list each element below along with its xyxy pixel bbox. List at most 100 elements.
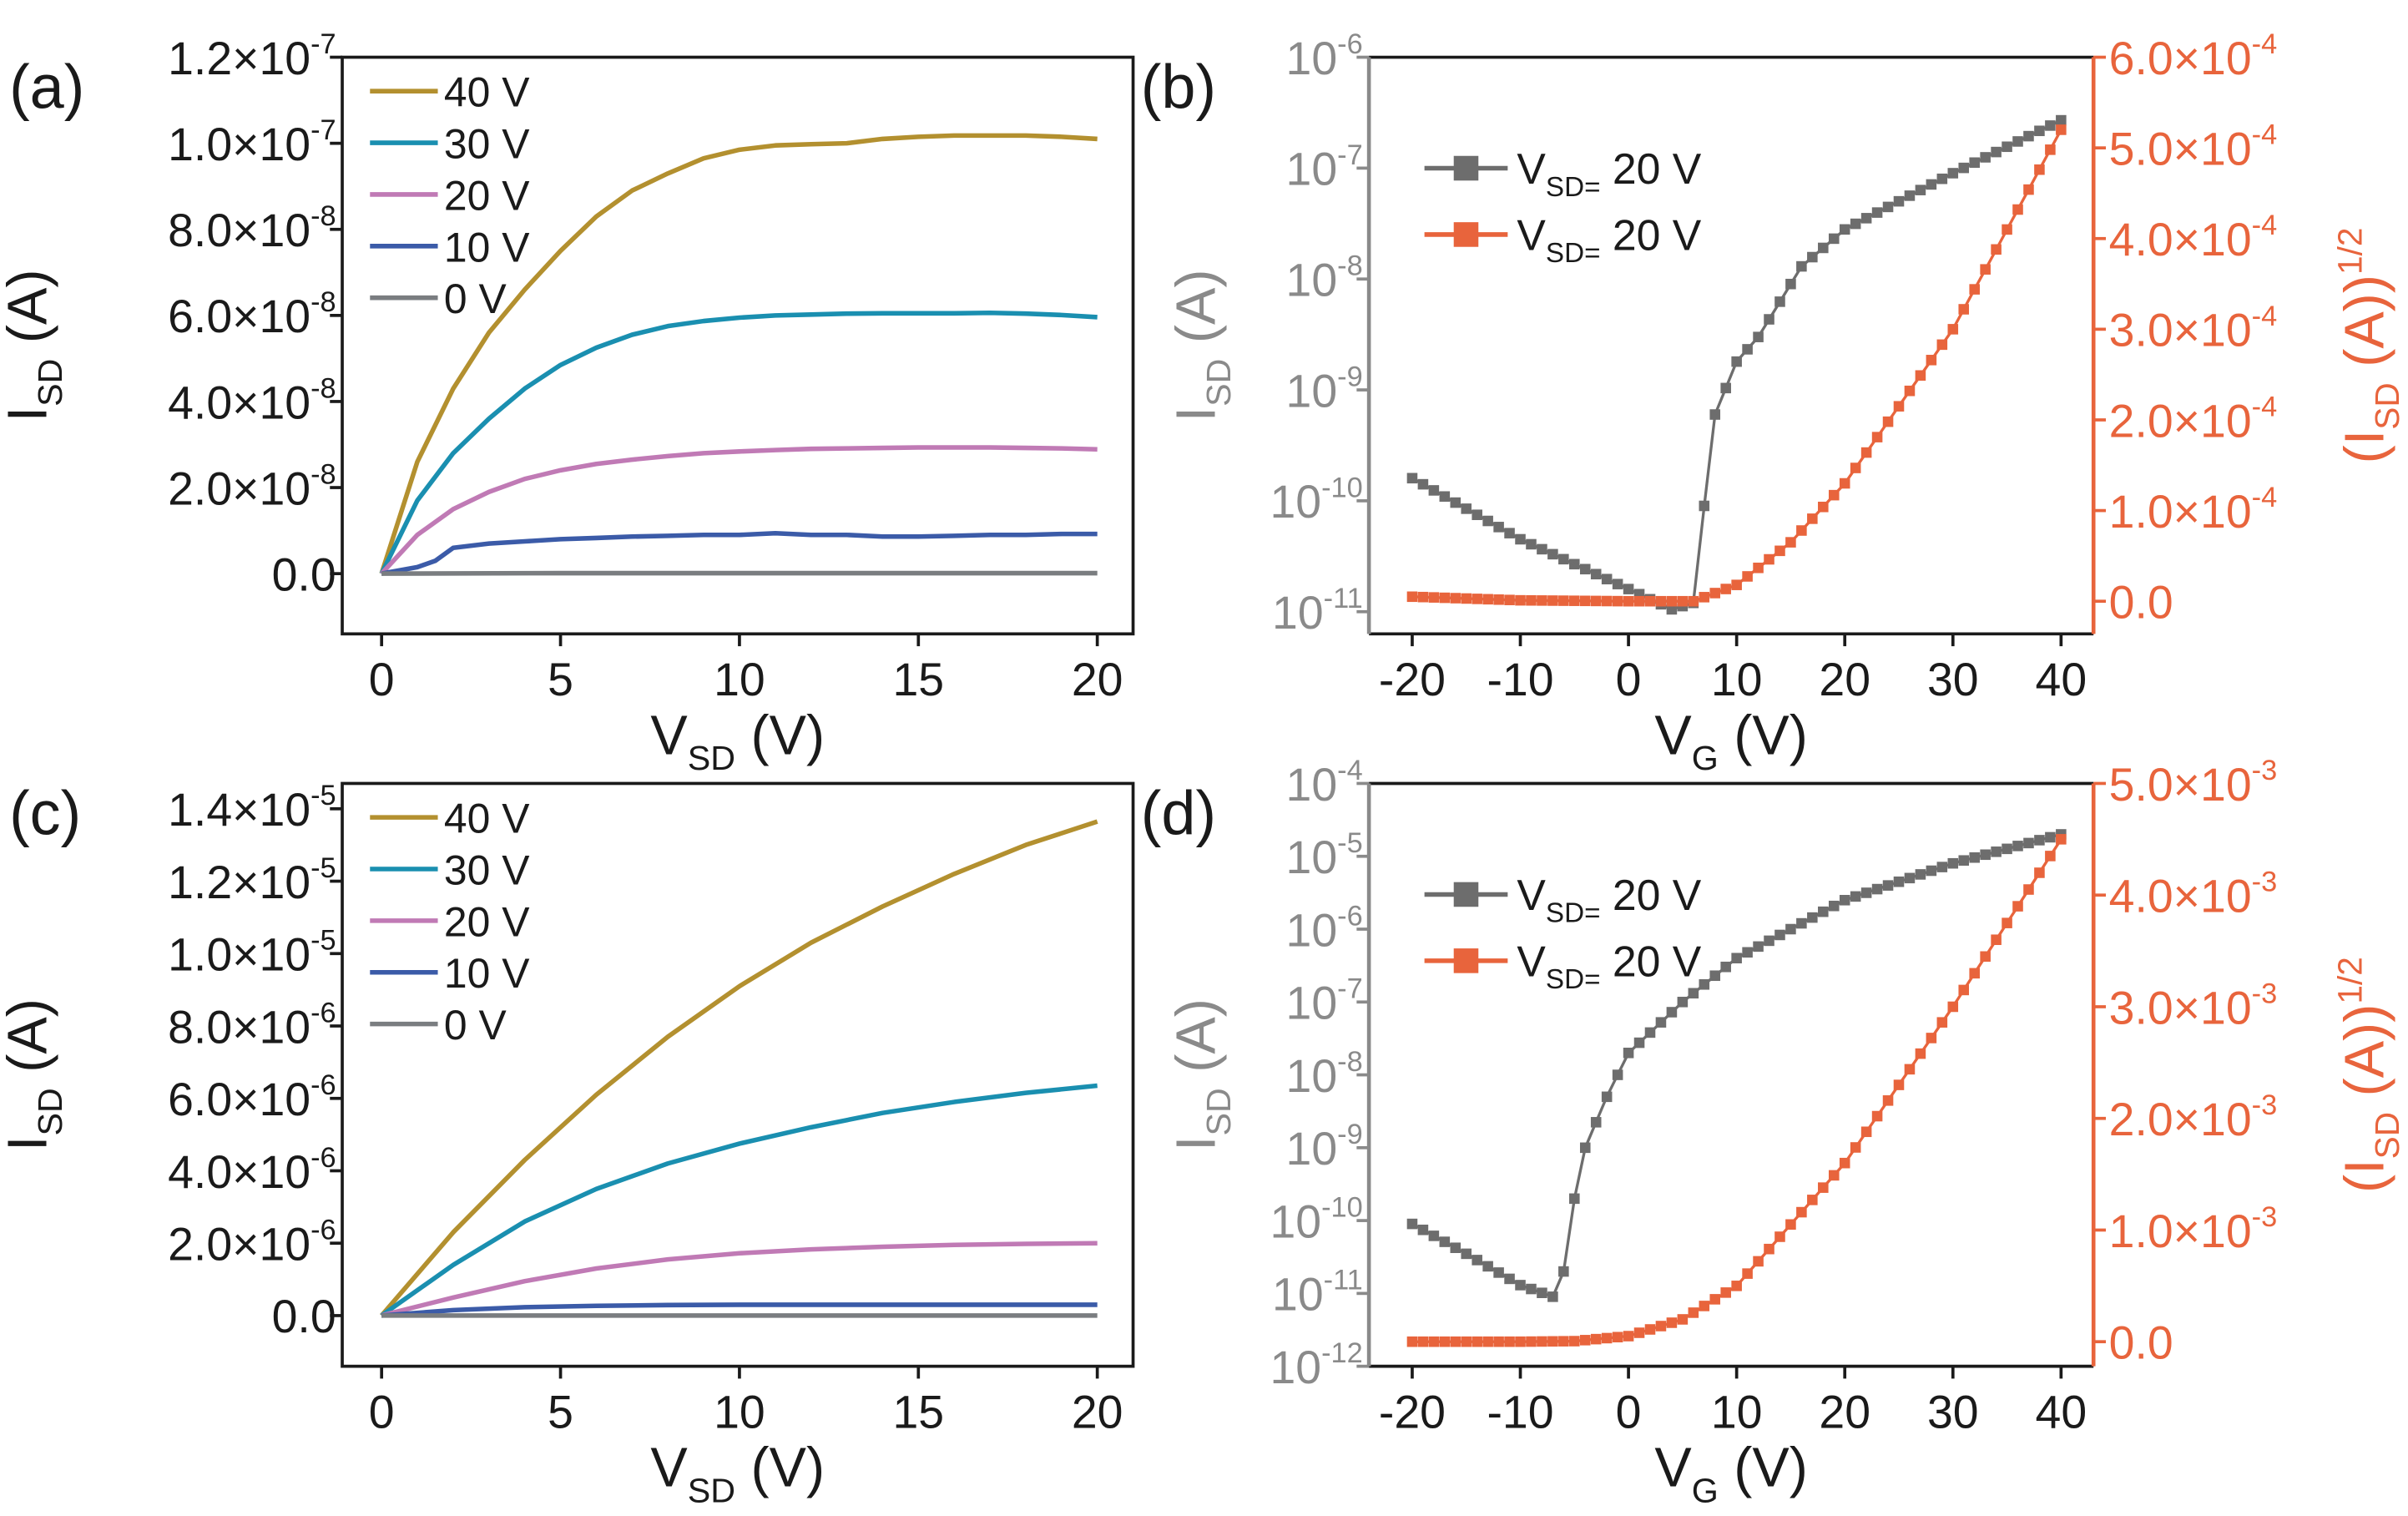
series-line — [381, 1302, 1098, 1318]
series-line — [381, 1241, 1098, 1318]
x-tick-label: 5 — [548, 1387, 573, 1438]
y-tick-label: 10-10 — [1270, 472, 1362, 528]
x-tick-label: 0 — [1616, 1387, 1642, 1438]
x-tick-label: -10 — [1487, 654, 1553, 705]
legend-label: 0 V — [444, 275, 507, 322]
legend-marker — [1453, 948, 1479, 973]
panel-b: (b) -20 -10 0 10 20 30 40 10-11 10-10 10-9 10-8 10-7… — [1141, 28, 2406, 777]
legend-marker — [1453, 155, 1479, 181]
y-tick-label: 1.0×10-5 — [168, 925, 336, 981]
data-marker — [1406, 472, 1418, 484]
x-tick-label: 5 — [548, 654, 573, 705]
y-tick-label: 10-6 — [1286, 28, 1363, 84]
y-tick-label: 10-9 — [1286, 1119, 1363, 1175]
x-axis-label: VG (V) — [1654, 1438, 1808, 1510]
y2-tick-label: 2.0×10-4 — [2109, 391, 2278, 447]
y2-tick-label: 5.0×10-4 — [2109, 119, 2278, 175]
legend-label: 30 V — [444, 846, 530, 893]
x-tick-label: 0 — [369, 1387, 395, 1438]
y2-tick-label: 4.0×10-4 — [2109, 210, 2278, 265]
x-tick-label: 30 — [1927, 654, 1979, 705]
x-axis-label: VSD (V) — [650, 705, 825, 777]
series-line — [379, 133, 1098, 574]
y2-tick-label: 2.0×10-3 — [2109, 1089, 2278, 1145]
series-line — [379, 311, 1098, 575]
series-line — [1411, 832, 2062, 1299]
x-tick-label: -20 — [1379, 654, 1446, 705]
y-tick-label: 10-8 — [1286, 1046, 1363, 1102]
panel-a: (a) 0 5 10 15 20 0.0 2.0×10-8 4.0×10-8 6.0×10-8 8.… — [0, 28, 1135, 777]
y2-tick-label: 0.0 — [2109, 1317, 2173, 1369]
y-tick-label: 4.0×10-6 — [168, 1142, 336, 1198]
series-line — [380, 819, 1098, 1317]
y-tick-label: 10-11 — [1272, 583, 1363, 639]
y-tick-label: 6.0×10-6 — [168, 1069, 336, 1125]
y2-tick-label: 4.0×10-3 — [2109, 867, 2278, 922]
series-isd-log — [1406, 114, 2067, 615]
x-tick-label: 15 — [892, 654, 944, 705]
y-axis-label: ISD (A) — [1165, 270, 1238, 422]
panel-letter: (d) — [1141, 778, 1216, 847]
y-tick-label: 10-7 — [1286, 139, 1363, 195]
series-sqrt-isd — [1406, 834, 2067, 1347]
legend-marker — [1453, 882, 1479, 907]
legend-label: 30 V — [444, 121, 530, 168]
plot-frame — [341, 55, 1135, 636]
x-tick-label: 0 — [1616, 654, 1642, 705]
y-tick-label: 10-12 — [1270, 1337, 1362, 1393]
x-tick-label: 40 — [2036, 654, 2087, 705]
y-tick-label: 10-6 — [1286, 900, 1363, 956]
y2-tick-label: 3.0×10-4 — [2109, 301, 2278, 356]
legend-label: 40 V — [444, 796, 530, 842]
series-line — [1412, 838, 2062, 1343]
data-marker — [1406, 1336, 1418, 1347]
legend-label: 20 V — [444, 898, 530, 945]
series-line — [380, 1083, 1098, 1318]
x-tick-label: 20 — [1072, 1387, 1123, 1438]
plot-frame — [341, 781, 1135, 1368]
series-line — [1411, 129, 2062, 603]
x-tick-label: 10 — [714, 654, 765, 705]
x-tick-label: 10 — [714, 1387, 765, 1438]
y2-tick-label: 6.0×10-4 — [2109, 28, 2278, 84]
y2-tick-label: 3.0×10-3 — [2109, 978, 2278, 1033]
x-tick-label: 20 — [1819, 654, 1870, 705]
y-tick-label: 10-8 — [1286, 250, 1363, 306]
y-tick-label: 8.0×10-6 — [168, 997, 336, 1053]
panel-letter: (b) — [1141, 52, 1216, 121]
x-tick-label: 40 — [2036, 1387, 2087, 1438]
y-tick-label: 2.0×10-6 — [168, 1215, 336, 1271]
y-tick-label: 10-10 — [1270, 1191, 1362, 1247]
legend-label: 40 V — [444, 69, 530, 116]
y-tick-label: 10-11 — [1272, 1265, 1363, 1321]
legend-label: VSD= 20 V — [1517, 144, 1701, 203]
y-tick-label: 10-9 — [1286, 361, 1363, 417]
x-tick-label: 10 — [1711, 1387, 1763, 1438]
x-tick-label: -20 — [1379, 1387, 1446, 1438]
series-line — [1411, 119, 2062, 611]
y2-axis-label: (ISD (A))1/2 — [2331, 957, 2406, 1193]
y2-tick-label: 5.0×10-3 — [2109, 755, 2278, 811]
y-axis-label: ISD (A) — [1165, 998, 1238, 1151]
x-tick-label: 0 — [369, 654, 395, 705]
panel-d: (d) -20 -10 0 10 20 30 40 10-12 10-11 10-10 10-9 10-… — [1141, 755, 2406, 1509]
legend-label: VSD= 20 V — [1517, 871, 1701, 929]
y-tick-label: 10-5 — [1286, 827, 1363, 883]
x-tick-label: -10 — [1487, 1387, 1553, 1438]
legend-label: 10 V — [444, 950, 530, 997]
series-isd-log — [1406, 829, 2067, 1302]
y-axis-label: ISD (A) — [0, 998, 69, 1151]
y2-tick-label: 1.0×10-4 — [2109, 482, 2278, 538]
legend-label: VSD= 20 V — [1517, 937, 1701, 995]
x-axis-label: VG (V) — [1654, 705, 1808, 777]
legend-label: 20 V — [444, 172, 530, 219]
x-tick-label: 10 — [1711, 654, 1763, 705]
panel-c: (c) 0 5 10 15 20 0.0 2.0×10-6 4.0×10-6 6.0×10-6 8.… — [0, 778, 1135, 1509]
legend-label: VSD= 20 V — [1517, 210, 1701, 269]
data-marker — [1406, 1218, 1418, 1230]
y-tick-label: 1.2×10-5 — [168, 852, 336, 908]
y-tick-label: 6.0×10-8 — [168, 286, 336, 342]
y-tick-label: 1.2×10-7 — [168, 28, 336, 84]
legend-marker — [1453, 222, 1479, 247]
